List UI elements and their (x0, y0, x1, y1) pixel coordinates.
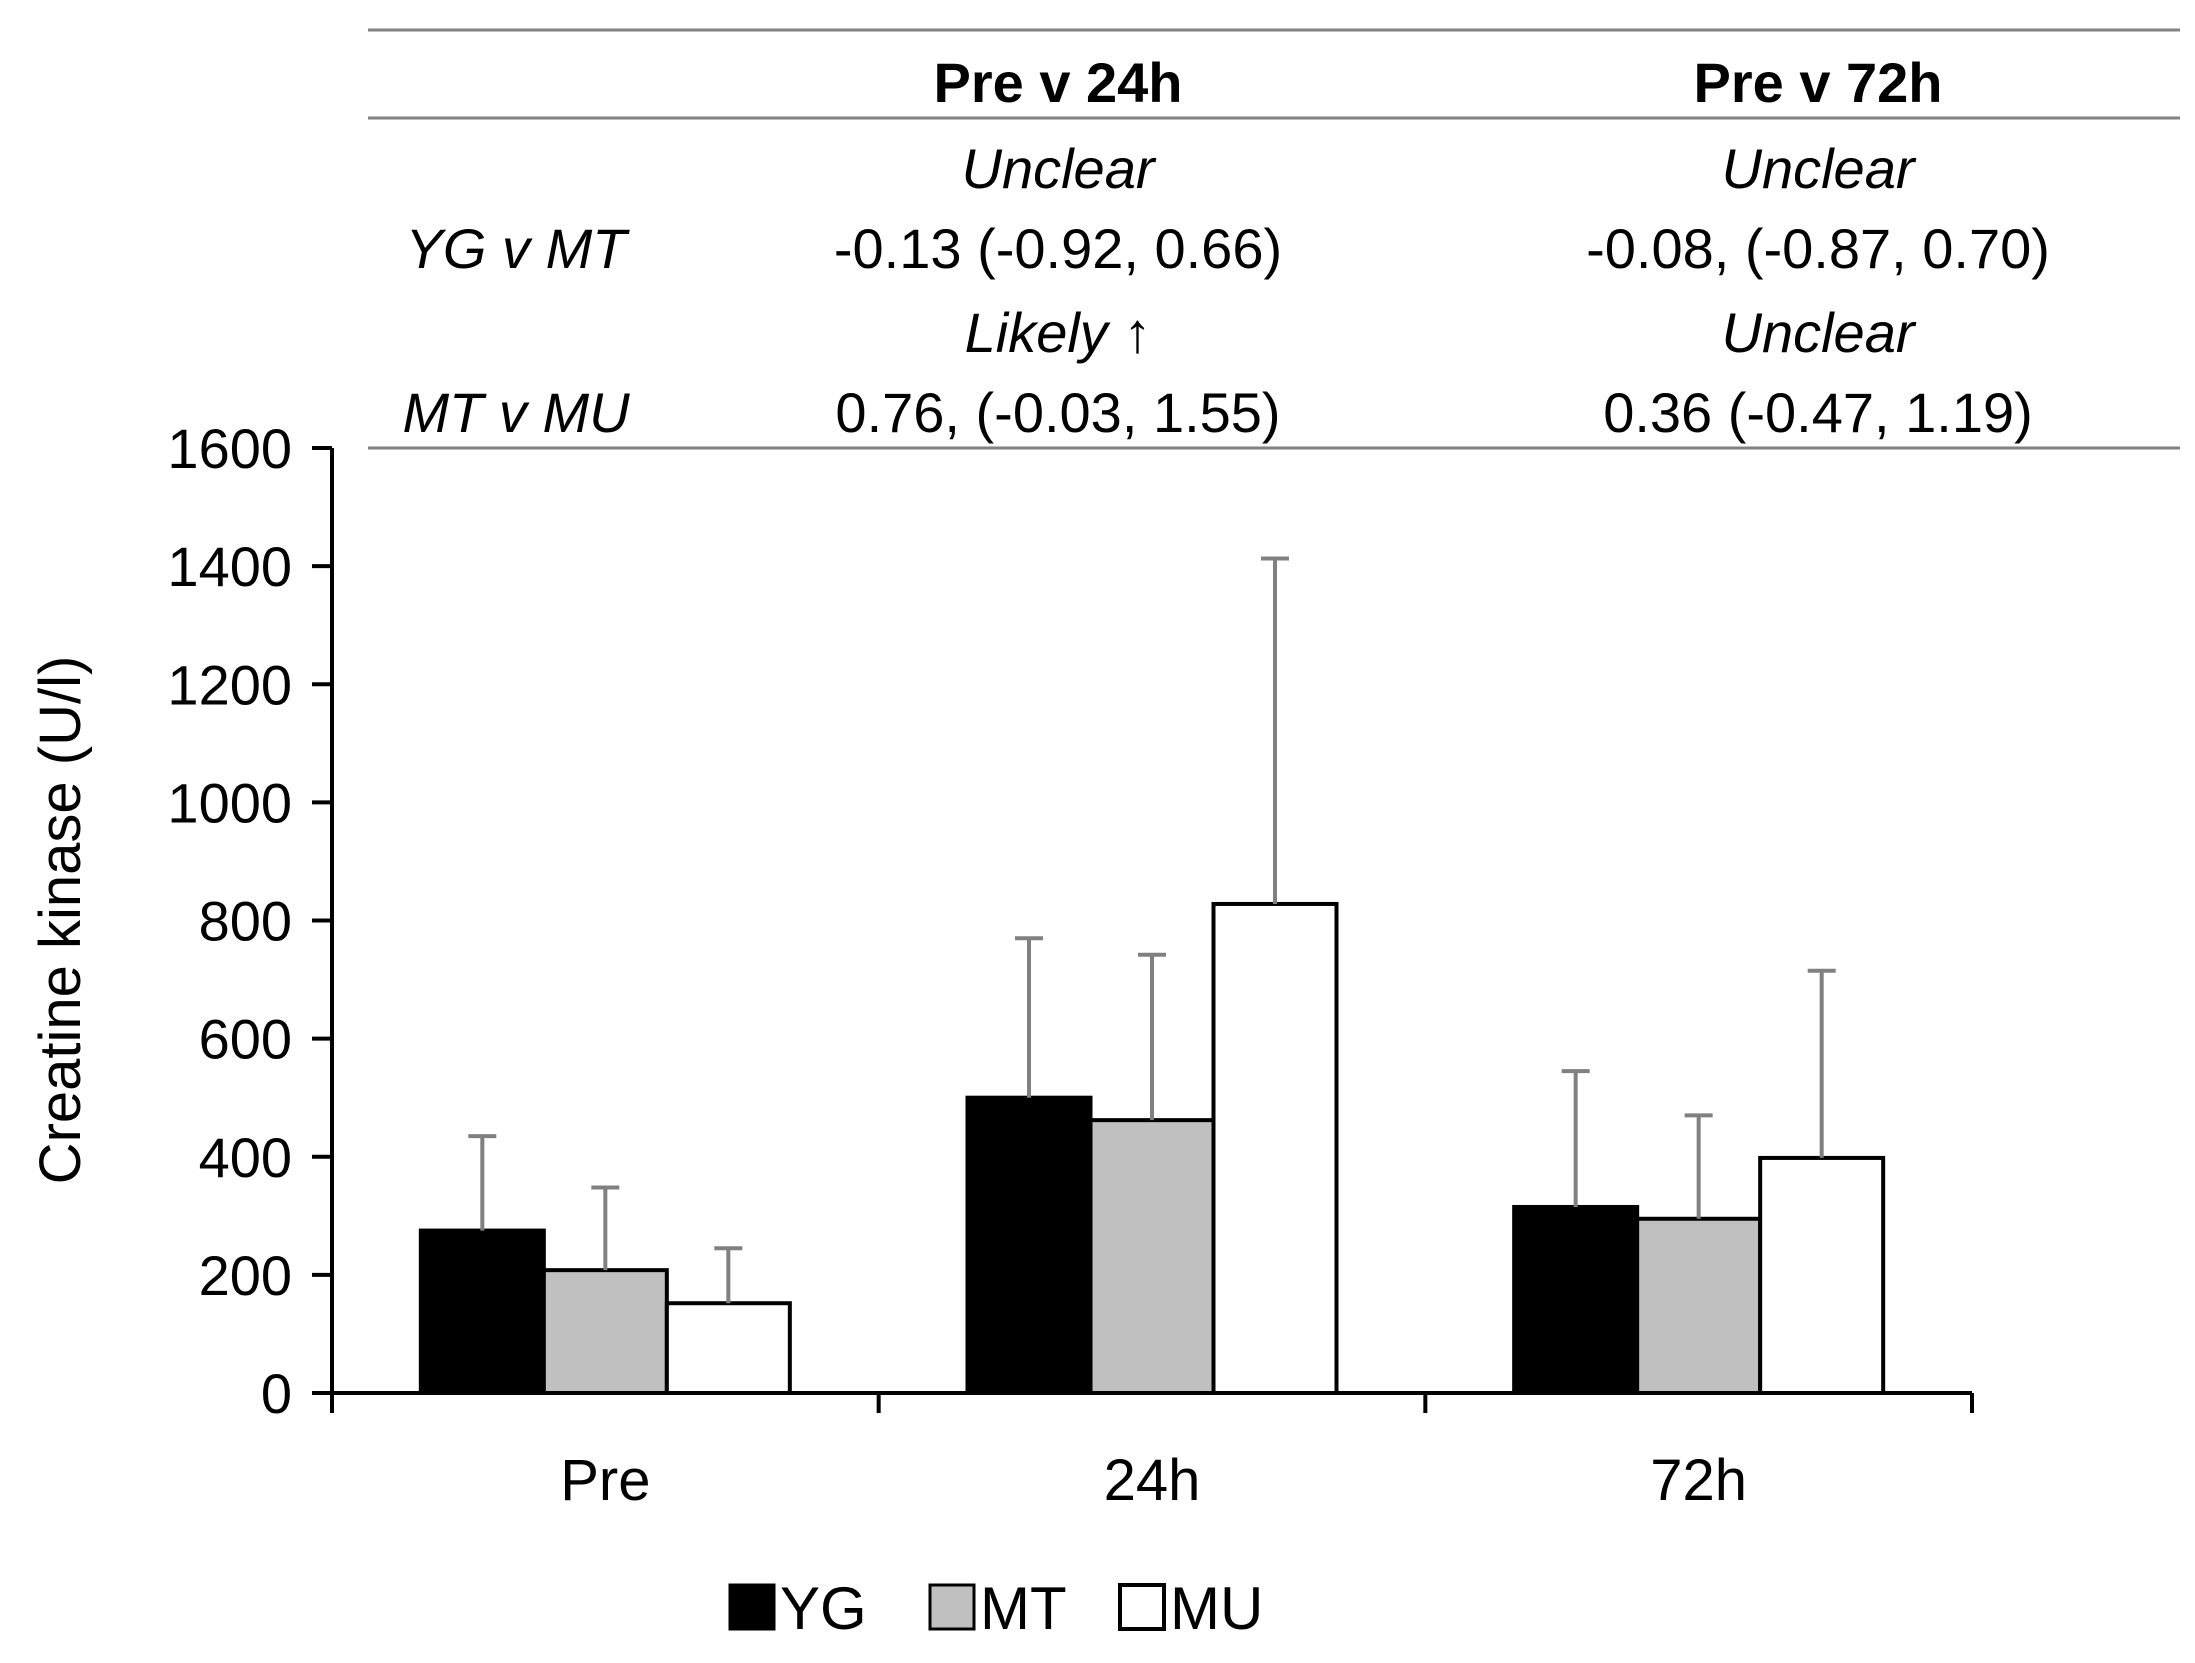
row2-qualifier-72h: Unclear (1722, 301, 1917, 364)
legend-swatch-yg (728, 1583, 776, 1631)
y-ticks: 0 200 400 600 800 1000 1200 1400 1600 (167, 417, 332, 1425)
y-tick-label: 1400 (167, 535, 292, 598)
bar-yg-24h (965, 1095, 1093, 1395)
row1-qualifier-72h: Unclear (1722, 137, 1917, 200)
y-axis-label: Creatine kinase (U/l) (28, 656, 93, 1185)
bar-yg-72h (1512, 1204, 1640, 1395)
x-ticks: Pre 24h 72h (330, 1393, 1974, 1513)
bar-mt-24h (1088, 1118, 1216, 1395)
y-tick-label: 1000 (167, 771, 292, 834)
x-category-label: Pre (560, 1448, 650, 1513)
row1-qualifier-24h: Unclear (962, 137, 1157, 200)
legend-label-yg: YG (780, 1575, 867, 1642)
col-header-pre-v-72h: Pre v 72h (1693, 51, 1942, 114)
row2-value-24h: 0.76, (-0.03, 1.55) (835, 381, 1280, 444)
row2-qualifier-24h: Likely ↑ (965, 301, 1152, 364)
legend-label-mu: MU (1170, 1575, 1263, 1642)
legend-label-mt: MT (980, 1575, 1067, 1642)
error-bars (468, 556, 1836, 1304)
row2-value-72h: 0.36 (-0.47, 1.19) (1603, 381, 2033, 444)
bar-mu-pre (664, 1301, 792, 1395)
row1-value-24h: -0.13 (-0.92, 0.66) (834, 217, 1282, 280)
legend-swatch-mu (1118, 1583, 1166, 1631)
y-tick-label: 1600 (167, 417, 292, 480)
y-tick-label: 600 (199, 1008, 292, 1071)
bar-mu-24h (1211, 901, 1339, 1396)
y-tick-label: 200 (199, 1244, 292, 1307)
bars (418, 901, 1886, 1396)
y-tick-label: 400 (199, 1126, 292, 1189)
x-category-label: 24h (1104, 1448, 1201, 1513)
bar-mt-pre (541, 1268, 669, 1396)
legend-swatch-mt (928, 1583, 976, 1631)
stats-table: Pre v 24h Pre v 72h Unclear Unclear YG v… (368, 28, 2180, 450)
row1-value-72h: -0.08, (-0.87, 0.70) (1586, 217, 2050, 280)
bar-mu-72h (1758, 1155, 1886, 1396)
col-header-pre-v-24h: Pre v 24h (933, 51, 1182, 114)
legend: YG MT MU (728, 1575, 1263, 1642)
y-tick-label: 800 (199, 890, 292, 953)
bar-yg-pre (418, 1228, 546, 1395)
row1-label: YG v MT (406, 217, 631, 280)
y-tick-label: 1200 (167, 653, 292, 716)
y-tick-label: 0 (261, 1362, 292, 1425)
row2-label: MT v MU (402, 381, 630, 444)
x-category-label: 72h (1650, 1448, 1747, 1513)
bar-mt-72h (1635, 1216, 1763, 1395)
